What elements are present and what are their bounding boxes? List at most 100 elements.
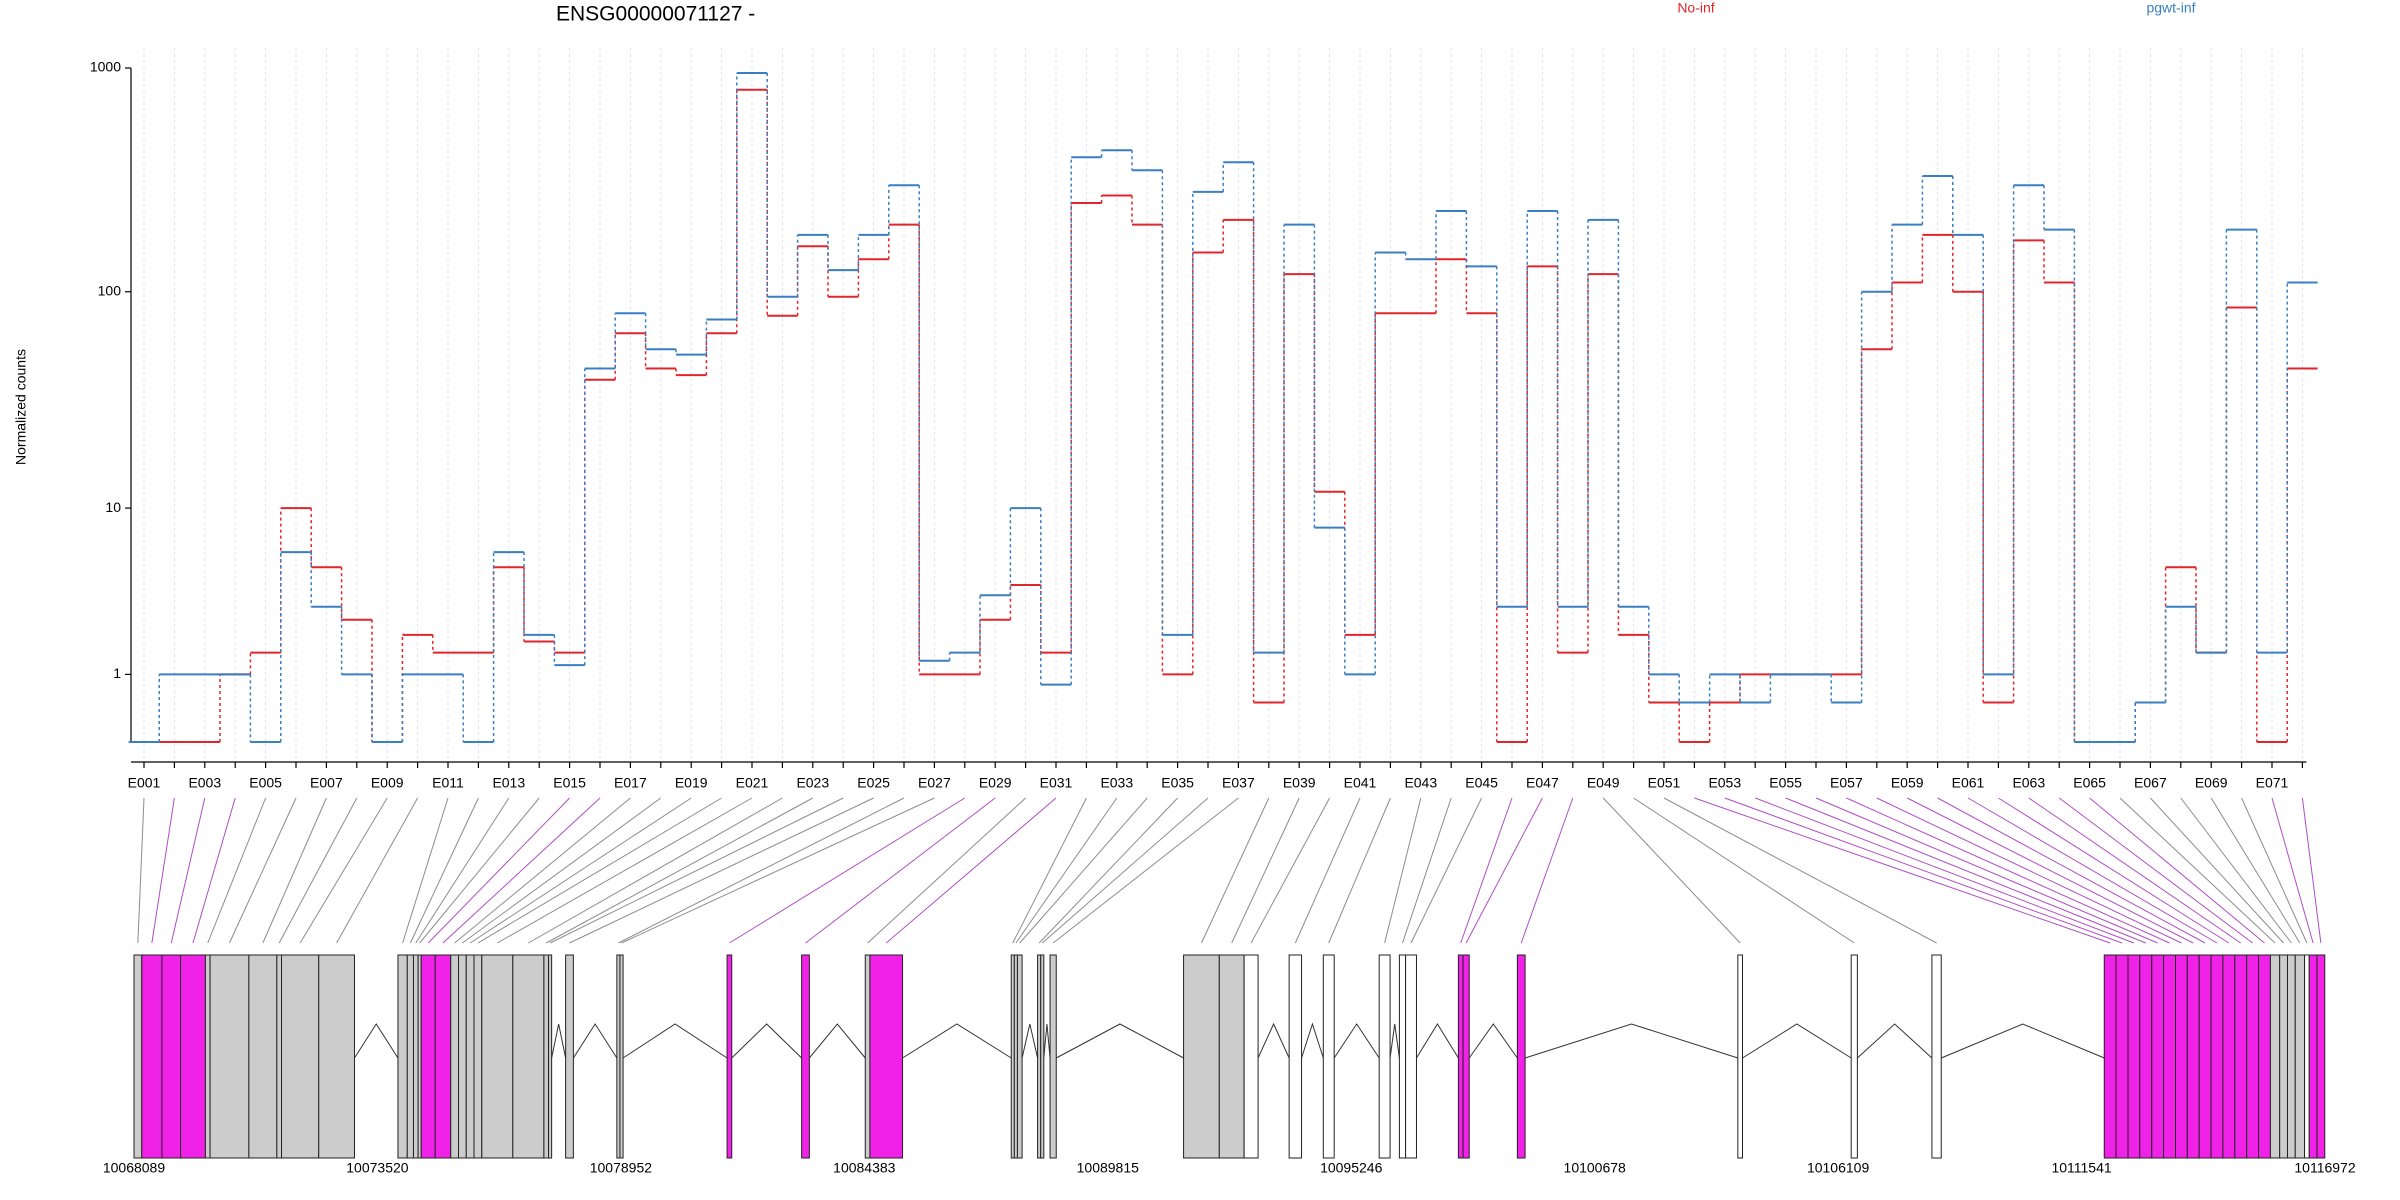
exon-connector (1876, 797, 2182, 944)
gene-x-tick-label: 10111541 (2051, 1160, 2111, 1176)
exon-connector (2028, 797, 2242, 944)
gene-x-tick-label: 10089815 (1077, 1160, 1140, 1176)
exon (2279, 954, 2288, 1159)
exon-connector (867, 797, 1026, 944)
x-tick-label: E045 (1465, 775, 1498, 791)
exon (565, 954, 574, 1159)
exon (2151, 954, 2165, 1159)
exon (2258, 954, 2271, 1159)
exon (1049, 954, 1057, 1159)
x-tick-label: E053 (1708, 775, 1741, 791)
intron (1524, 1023, 1738, 1059)
x-tick-label: E037 (1222, 775, 1255, 791)
exon (1378, 954, 1391, 1159)
exon (473, 954, 483, 1159)
x-tick-label: E015 (553, 775, 586, 791)
x-tick-label: E059 (1891, 775, 1924, 791)
intron (731, 1023, 802, 1059)
exon (1183, 954, 1220, 1159)
exon (2304, 954, 2310, 1159)
legend-label: pgwt-inf (2146, 0, 2195, 16)
exon-connector (151, 797, 175, 944)
x-tick-label: E003 (188, 775, 221, 791)
exon (1931, 954, 1942, 1159)
exon (1040, 954, 1045, 1159)
intron (902, 1023, 1012, 1059)
x-tick-label: E031 (1040, 775, 1073, 791)
exon-connector (805, 797, 996, 944)
y-tick-label: 1 (113, 665, 121, 681)
x-tick-label: E011 (432, 775, 464, 791)
exon-connector (2271, 797, 2314, 944)
exon-connector (419, 797, 540, 944)
x-tick-label: E065 (2073, 775, 2106, 791)
exon-connector (462, 797, 662, 944)
exon-connector (549, 797, 844, 944)
exon-connector (1937, 797, 2206, 944)
exon (1516, 954, 1526, 1159)
exon-connector (229, 797, 297, 944)
gene-x-tick-label: 10068089 (103, 1160, 166, 1176)
exon-connector (1967, 797, 2218, 944)
x-tick-label: E063 (2012, 775, 2045, 791)
exon (2222, 954, 2236, 1159)
x-tick-label: E043 (1404, 775, 1437, 791)
exon-connector (1328, 797, 1391, 944)
exon-connector (1815, 797, 2158, 944)
x-tick-label: E069 (2195, 775, 2228, 791)
exon-connector (192, 797, 236, 944)
exon (2294, 954, 2306, 1159)
exon-connector (2180, 797, 2292, 944)
exon (2234, 954, 2248, 1159)
exon-connector (1520, 797, 1574, 944)
exon-connector (1694, 797, 2111, 944)
exon-connector (2058, 797, 2253, 944)
x-tick-label: E029 (979, 775, 1012, 791)
exon-connector (1384, 797, 1422, 944)
exon-connector (477, 797, 722, 944)
exon-connector (1052, 797, 1239, 944)
intron (1389, 1023, 1400, 1059)
exon (458, 954, 467, 1159)
x-tick-label: E051 (1648, 775, 1681, 791)
gene-x-tick-label: 10106109 (1807, 1160, 1870, 1176)
exon-connector (299, 797, 388, 944)
exon-connector (1015, 797, 1118, 944)
intron (1301, 1022, 1324, 1059)
exon (543, 954, 550, 1159)
exon (1462, 954, 1470, 1159)
exon-connector (427, 797, 570, 944)
exon (133, 954, 143, 1159)
exon (512, 954, 545, 1159)
intron (1043, 1023, 1051, 1059)
exon (864, 954, 871, 1159)
exon (481, 954, 514, 1159)
x-tick-label: E007 (310, 775, 343, 791)
exon-connector (409, 797, 479, 944)
exon-connector (618, 797, 905, 944)
exon (726, 954, 733, 1159)
exon (1016, 954, 1023, 1159)
exon (869, 954, 904, 1159)
exon-connector (207, 797, 267, 944)
x-tick-label: E071 (2256, 775, 2289, 791)
exon (1243, 954, 1259, 1159)
x-tick-label: E057 (1830, 775, 1863, 791)
exon-connector (1402, 797, 1452, 944)
exon (434, 954, 452, 1159)
exon (1322, 954, 1335, 1159)
exon-connector (2119, 797, 2276, 944)
legend-label: No-inf (1677, 0, 1714, 16)
exon (2316, 954, 2326, 1159)
x-tick-label: E033 (1100, 775, 1133, 791)
exon-connector (454, 797, 631, 944)
y-axis-label: Normalized counts (13, 349, 29, 465)
intron (354, 1023, 399, 1059)
exon-connector (415, 797, 510, 944)
x-tick-label: E009 (371, 775, 404, 791)
intron (622, 1023, 728, 1059)
exon-connector (1200, 797, 1270, 944)
intron (1468, 1023, 1518, 1059)
